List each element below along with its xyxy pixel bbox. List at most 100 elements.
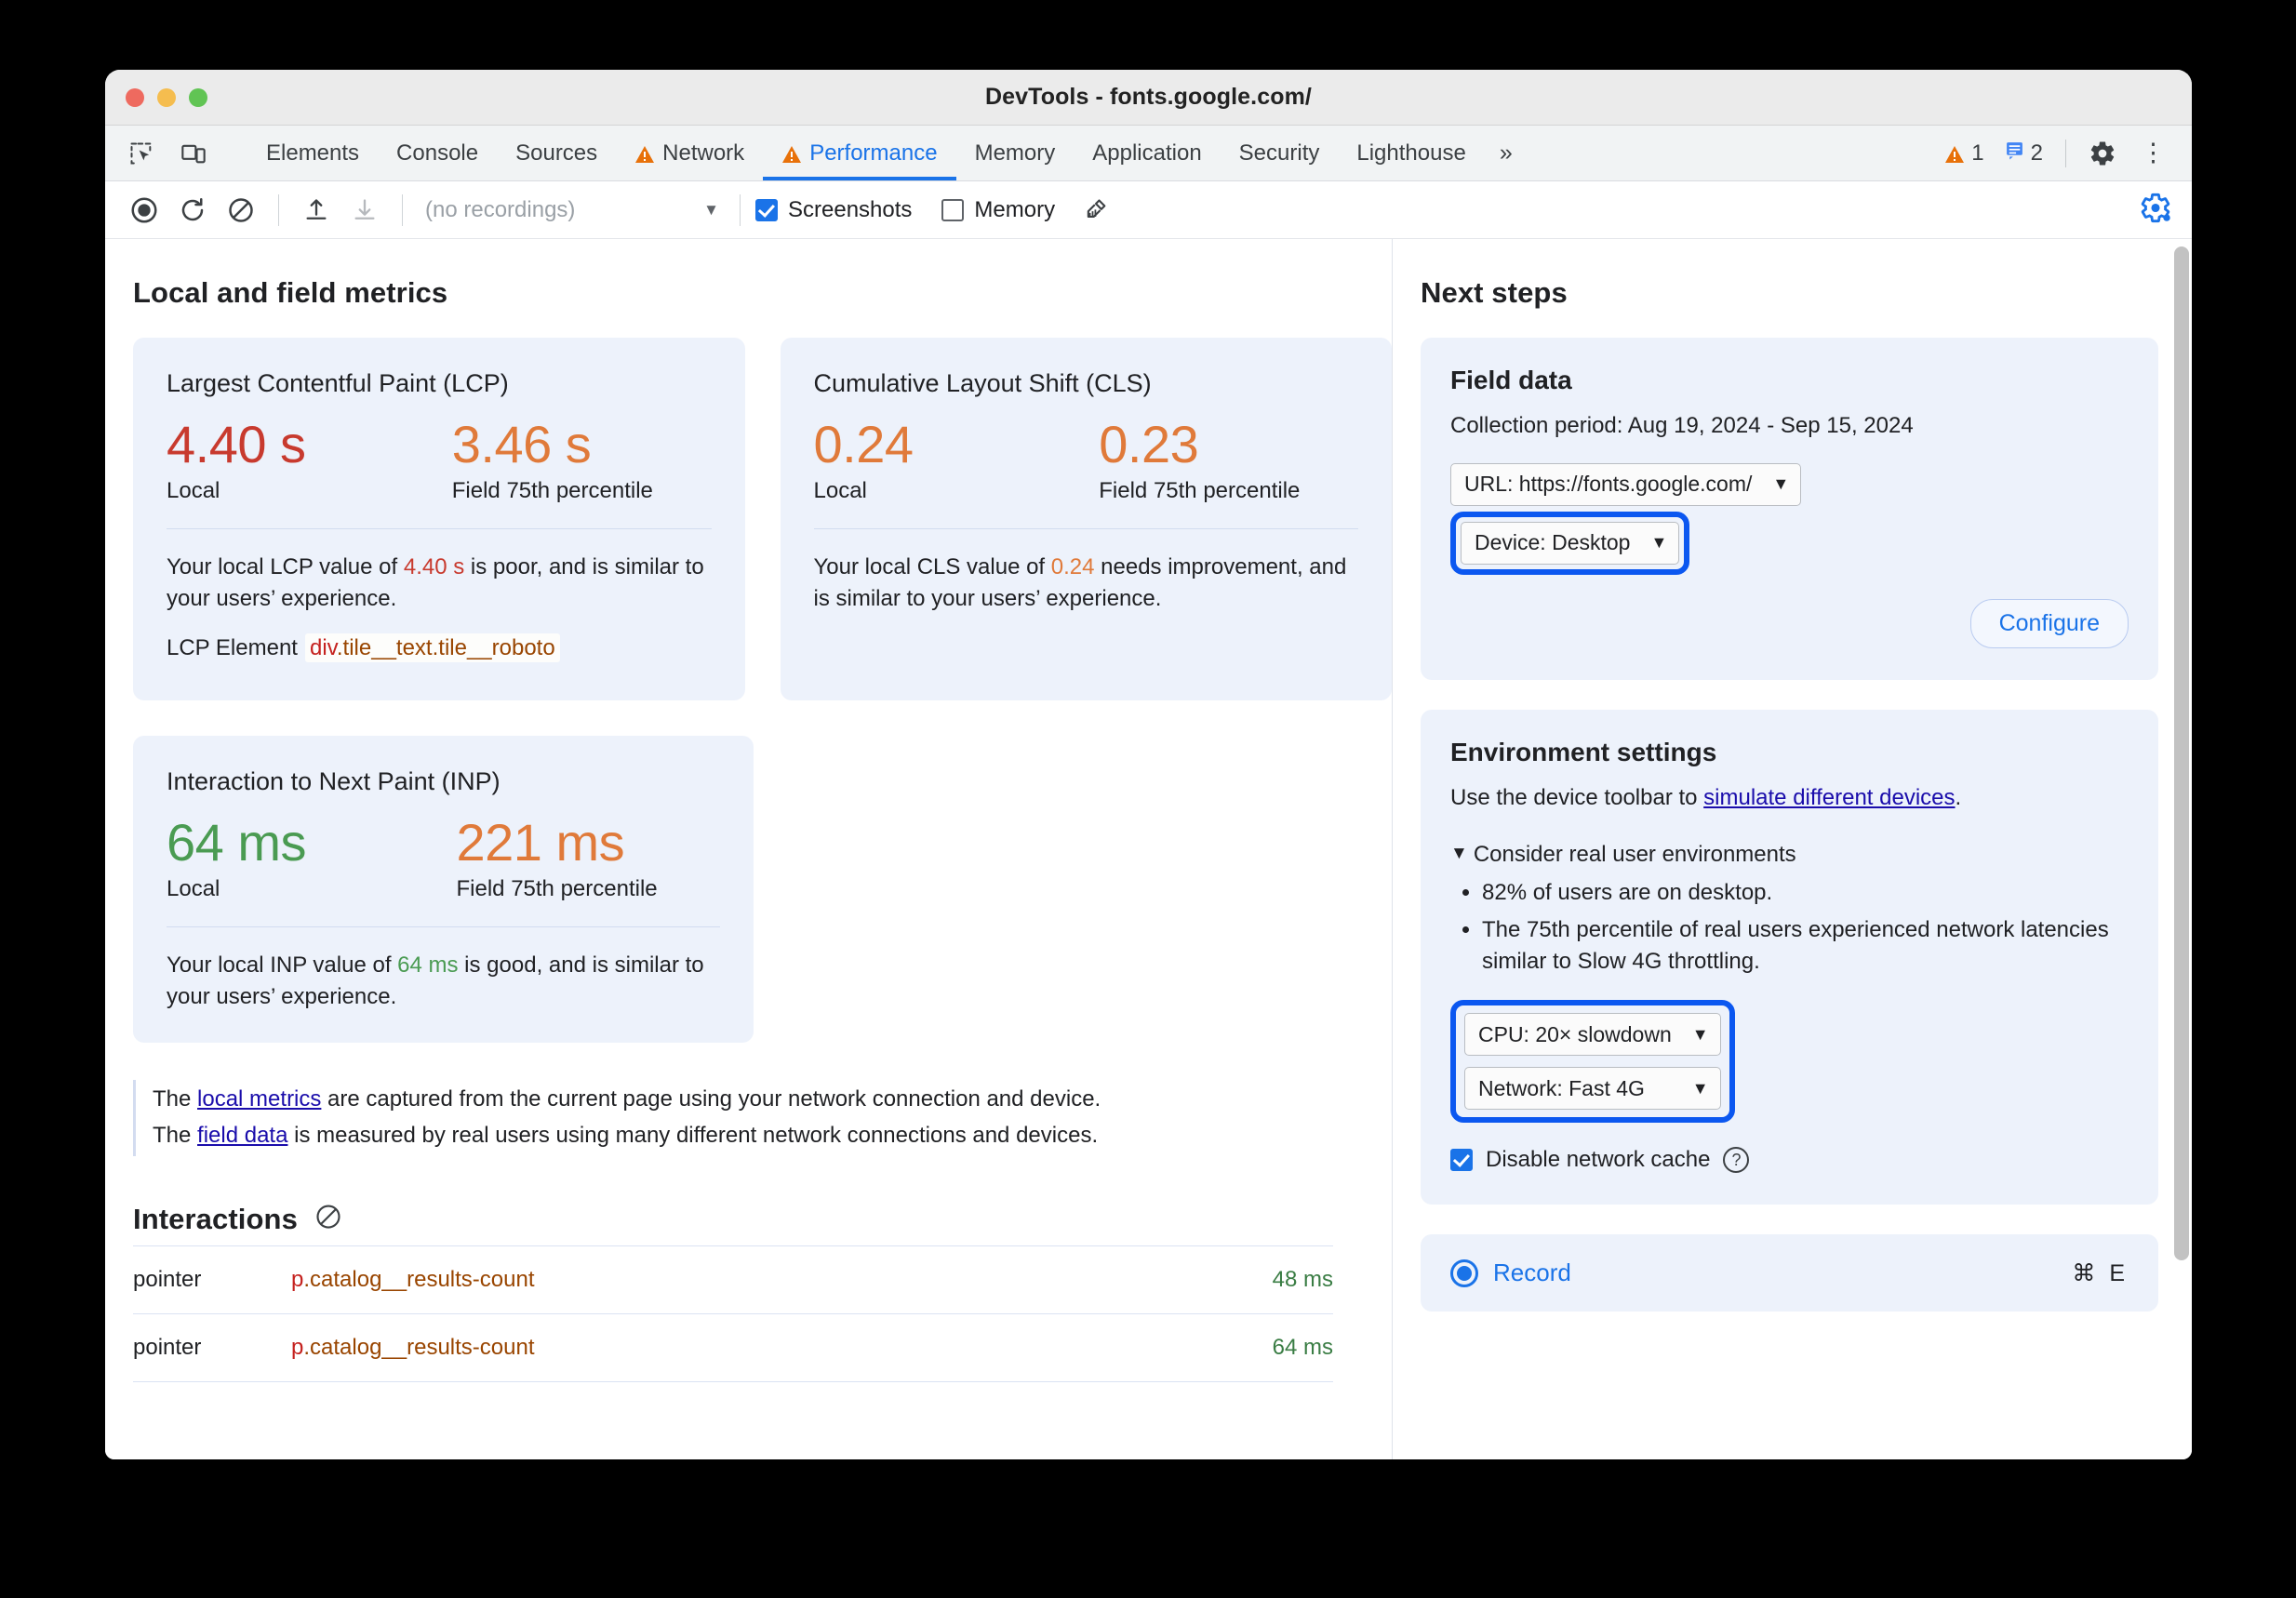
desc-value: 0.24 [1050,554,1095,580]
collect-garbage-icon[interactable] [1074,188,1118,233]
tab-elements[interactable]: Elements [247,126,378,180]
configure-button[interactable]: Configure [1969,598,2129,648]
interactions-table: pointer p.catalog__results-count 48 ms p… [133,1245,1333,1382]
metric-card-cls-description: Your local CLS value of 0.24 needs impro… [814,552,1359,615]
interaction-selector[interactable]: p.catalog__results-count [291,1245,1126,1314]
warning-triangle-icon [781,144,802,163]
url-select[interactable]: URL: https://fonts.google.com/ ▼ [1450,462,1802,506]
save-profile-icon[interactable] [342,188,387,233]
metric-card-inp: Interaction to Next Paint (INP) 64 ms Lo… [133,736,754,1043]
record-icon[interactable] [122,188,167,233]
inspect-element-icon[interactable] [120,132,163,175]
metric-card-inp-title: Interaction to Next Paint (INP) [167,767,501,795]
screenshots-checkbox-box [755,198,778,221]
cpu-throttling-select[interactable]: CPU: 20× slowdown ▼ [1464,1013,1721,1057]
interaction-type: pointer [133,1313,291,1382]
capture-settings-gear-icon[interactable] [2140,192,2171,228]
metric-field-column: 3.46 s Field 75th percentile [439,413,712,504]
window-titlebar: DevTools - fonts.google.com/ [105,70,2192,126]
card-divider [167,528,712,530]
metric-card-inp-values: 64 ms Local 221 ms Field 75th percentile [167,811,720,902]
metric-card-cls-title: Cumulative Layout Shift (CLS) [813,369,1152,397]
device-toolbar-icon[interactable] [172,132,215,175]
more-tabs-icon[interactable]: » [1499,140,1513,166]
metric-card-lcp-description: Your local LCP value of 4.40 s is poor, … [167,552,712,615]
pane-divider[interactable] [1392,239,1393,1459]
metric-local-label: Local [167,876,220,902]
close-window-button[interactable] [126,87,144,107]
triangle-down-icon: ▼ [1450,844,1468,864]
metric-field-value: 221 ms [456,813,625,872]
metric-card-cls-values: 0.24 Local 0.23 Field 75th percentile [814,413,1359,504]
more-options-icon[interactable]: ⋮ [2141,138,2166,166]
minimize-window-button[interactable] [157,87,176,107]
tab-performance[interactable]: Performance [763,126,956,180]
recordings-select[interactable]: (no recordings) ▼ [418,190,725,231]
env-desc-suffix: . [1955,784,1962,810]
table-row[interactable]: pointer p.catalog__results-count 64 ms [133,1313,1333,1382]
tab-performance-label: Performance [809,140,938,166]
metric-local-value: 4.40 s [167,415,306,473]
device-select[interactable]: Device: Desktop ▼ [1461,521,1680,565]
metric-card-lcp: Largest Contentful Paint (LCP) 4.40 s Lo… [133,338,745,700]
disable-network-cache-checkbox[interactable] [1450,1149,1473,1172]
simulate-devices-link[interactable]: simulate different devices [1703,784,1956,810]
error-count-badge[interactable]: 1 [1937,140,1991,166]
metric-local-column: 64 ms Local [167,811,444,902]
clear-interactions-icon[interactable] [314,1203,342,1235]
interactions-title: Interactions [133,1202,298,1235]
scrollbar-thumb[interactable] [2174,246,2189,1260]
network-throttling-select[interactable]: Network: Fast 4G ▼ [1464,1067,1721,1111]
gear-icon[interactable] [2081,132,2124,175]
content-scrollbar[interactable] [2174,246,2189,1452]
tab-security[interactable]: Security [1221,126,1339,180]
page-title: Local and field metrics [133,276,448,309]
reload-and-record-icon[interactable] [170,188,215,233]
tab-elements-label: Elements [266,140,360,166]
tab-application[interactable]: Application [1074,126,1220,180]
screenshots-label: Screenshots [788,196,913,222]
toolbar-divider [278,193,279,226]
metric-field-column: 0.23 Field 75th percentile [1086,413,1358,504]
table-row[interactable]: pointer p.catalog__results-count 48 ms [133,1245,1333,1314]
tab-sources[interactable]: Sources [497,126,616,180]
memory-checkbox-box [941,198,965,221]
tab-application-label: Application [1092,140,1202,166]
metric-local-value: 64 ms [167,813,306,872]
clear-recording-icon[interactable] [219,188,263,233]
local-metrics-link[interactable]: local metrics [197,1086,322,1112]
disclosure-label: Consider real user environments [1473,842,1796,868]
tab-console[interactable]: Console [378,126,497,180]
tabbar-tool-icons [105,126,247,180]
consider-real-user-environments-disclosure[interactable]: ▼ Consider real user environments [1450,842,2129,868]
screenshots-checkbox[interactable]: Screenshots [755,197,912,223]
lcp-element-chip[interactable]: div.tile__text.tile__roboto [304,633,560,663]
tab-network[interactable]: Network [616,126,763,180]
field-data-link[interactable]: field data [197,1122,288,1148]
message-count-badge[interactable]: 2 [1997,140,2050,166]
help-icon[interactable]: ? [1723,1147,1750,1174]
interaction-type: pointer [133,1245,291,1314]
maximize-window-button[interactable] [189,87,207,107]
performance-toolbar: (no recordings) ▼ Screenshots Memory [105,181,2192,239]
memory-checkbox[interactable]: Memory [941,197,1055,223]
interaction-selector-tag: p [291,1266,304,1292]
warning-triangle-icon [1944,144,1965,163]
field-data-title: Field data [1450,366,1572,394]
record-panel[interactable]: Record ⌘ E [1421,1234,2158,1312]
tab-memory[interactable]: Memory [956,126,1075,180]
message-count-value: 2 [2030,140,2043,166]
error-count-value: 1 [1971,140,1984,166]
note-line-1: The local metrics are captured from the … [153,1082,1333,1118]
load-profile-icon[interactable] [294,188,339,233]
interaction-selector[interactable]: p.catalog__results-count [291,1313,1126,1382]
device-select-value: Device: Desktop [1475,530,1631,555]
metric-field-column: 221 ms Field 75th percentile [444,811,721,902]
tab-lighthouse[interactable]: Lighthouse [1338,126,1484,180]
throttling-controls-wrap: CPU: 20× slowdown ▼ Network: Fast 4G ▼ [1450,1000,2129,1124]
metric-local-column: 0.24 Local [814,413,1087,504]
next-steps-pane: Next steps Field data Collection period:… [1393,239,2192,1459]
record-button[interactable]: Record [1450,1258,1571,1287]
note-line-2: The field data is measured by real users… [153,1118,1333,1154]
warning-triangle-icon [634,144,655,163]
